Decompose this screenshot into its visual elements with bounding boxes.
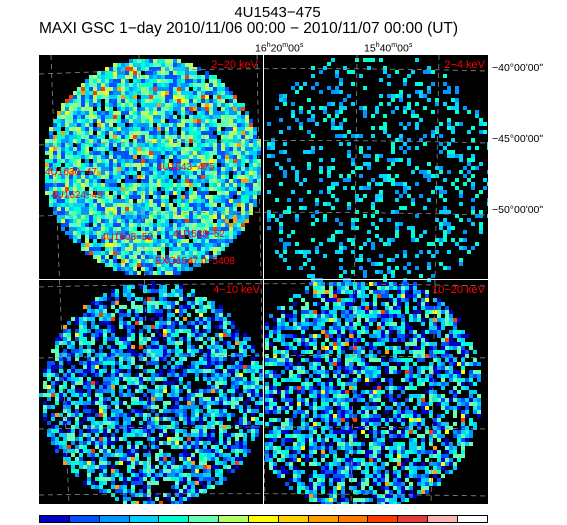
color-scale-bar [39,515,488,523]
color-scale-swatch [159,516,190,522]
source-title: 4U1543−475 [234,4,321,21]
color-scale-swatch [308,516,339,522]
observation-title: MAXI GSC 1−day 2010/11/06 00:00 − 2010/1… [39,20,459,37]
color-scale-swatch [249,516,279,522]
sky-panel-4 [265,282,481,504]
band-label-4-10: 4−10 keV [213,284,260,296]
color-scale-swatch [338,516,369,522]
color-scale-swatch [99,516,130,522]
sky-map: 2−20 keV 2−4 keV 4−10 keV 10−20 keV 4U16… [39,55,488,504]
color-scale-swatch [189,516,220,522]
source-label-4u1538: 4U1538−52 [173,229,225,240]
band-label-2-20: 2−20 keV [211,59,258,71]
sky-panel-1 [45,59,261,275]
source-label-4u1608: 4U1608−52 [101,232,153,243]
color-scale-swatch [69,516,100,522]
dec-label-45: −45°00ʹ00ʺ [492,133,544,145]
ra-label-1: 16h20m00s [255,42,304,55]
color-scale-swatch [428,516,459,522]
source-label-4u1624: 4U1624−49 [51,190,103,201]
sky-panel-2 [267,58,488,282]
source-label-4u1543: 4U1543−475 [157,162,215,173]
sky-panel-3 [39,281,263,504]
color-scale-swatch [129,516,160,522]
band-label-10-20: 10−20 keV [432,284,486,296]
dec-label-40: −40°00ʹ00ʺ [492,62,544,74]
color-scale-swatch [40,516,70,522]
color-scale-swatch [278,516,309,522]
ra-label-2: 15h40m00s [364,42,413,55]
source-label-exo1547: EXO1547.0−5408 [155,256,235,267]
color-scale-swatch [398,516,429,522]
source-label-4u1630: 4U1630−47 [45,167,97,178]
color-scale-swatch [368,516,399,522]
color-scale-swatch [458,516,487,522]
band-label-2-4: 2−4 keV [444,59,485,71]
dec-label-50: −50°00ʹ00ʺ [492,204,544,216]
color-scale-swatch [219,516,250,522]
